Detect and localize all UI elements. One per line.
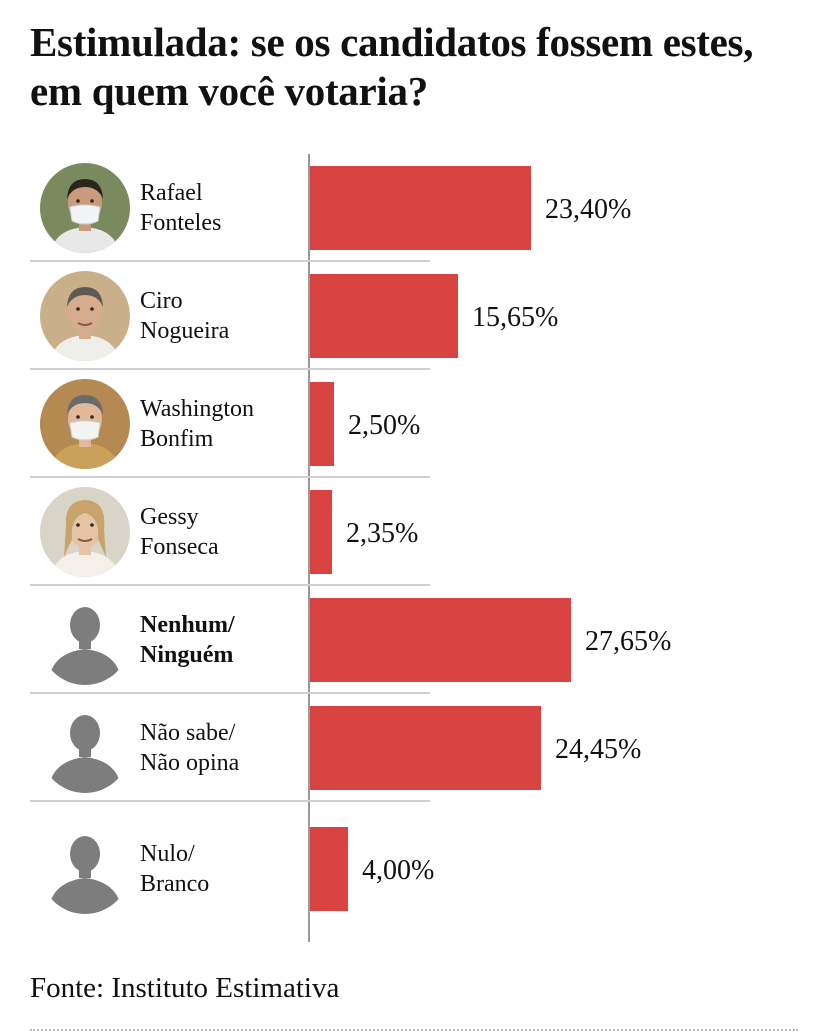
bottom-rule <box>30 1029 798 1031</box>
bar <box>310 274 458 358</box>
person-silhouette-icon <box>40 824 130 914</box>
row-divider <box>30 368 430 370</box>
axis-line <box>308 154 310 942</box>
source-note: Fonte: Instituto Estimativa <box>30 972 340 1004</box>
category-label: Nulo/ Branco <box>140 841 210 897</box>
value-label: 23,40% <box>545 194 632 225</box>
bar <box>310 706 541 790</box>
row-divider <box>30 584 430 586</box>
bar <box>310 382 334 466</box>
value-label: 4,00% <box>362 855 435 886</box>
row-divider <box>30 260 430 262</box>
value-label: 27,65% <box>585 626 672 657</box>
value-label: 2,35% <box>346 518 419 549</box>
person-silhouette-icon <box>40 703 130 793</box>
category-label: Rafael Fonteles <box>140 180 222 236</box>
bar <box>310 166 531 250</box>
category-label: Gessy Fonseca <box>140 504 219 560</box>
person-photo-icon <box>40 163 130 253</box>
person-photo-icon <box>40 379 130 469</box>
category-label: Não sabe/ Não opina <box>140 720 240 776</box>
category-label: Nenhum/ Ninguém <box>140 612 235 668</box>
category-label: Washington Bonfim <box>140 396 255 452</box>
bar <box>310 598 571 682</box>
person-silhouette-icon <box>40 595 130 685</box>
category-label: Ciro Nogueira <box>140 288 230 344</box>
value-label: 15,65% <box>472 302 559 333</box>
chart-title: Estimulada: se os candidatos fossem este… <box>30 19 754 114</box>
row-divider <box>30 800 430 802</box>
bar <box>310 490 332 574</box>
value-label: 2,50% <box>348 410 421 441</box>
row-divider <box>30 476 430 478</box>
row-divider <box>30 692 430 694</box>
bar <box>310 827 348 911</box>
person-photo-icon <box>40 271 130 361</box>
person-photo-icon <box>40 487 130 577</box>
value-label: 24,45% <box>555 734 642 765</box>
